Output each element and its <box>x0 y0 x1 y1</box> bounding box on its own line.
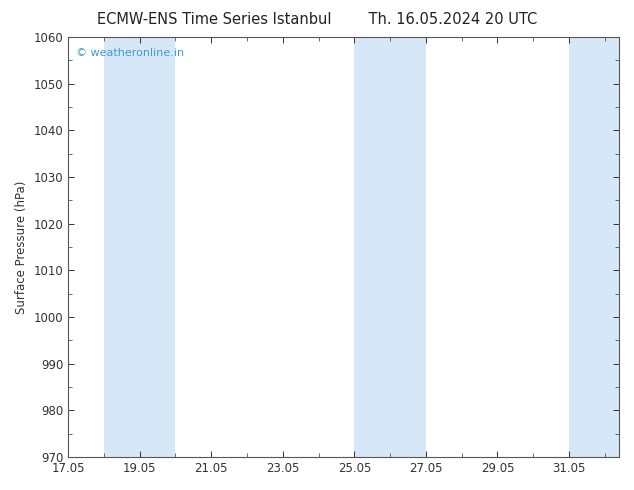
Bar <box>390 37 426 457</box>
Bar <box>569 37 619 457</box>
Bar <box>354 37 390 457</box>
Text: © weatheronline.in: © weatheronline.in <box>77 48 184 58</box>
Text: ECMW-ENS Time Series Istanbul        Th. 16.05.2024 20 UTC: ECMW-ENS Time Series Istanbul Th. 16.05.… <box>97 12 537 27</box>
Bar <box>139 37 176 457</box>
Bar <box>104 37 139 457</box>
Y-axis label: Surface Pressure (hPa): Surface Pressure (hPa) <box>15 180 28 314</box>
